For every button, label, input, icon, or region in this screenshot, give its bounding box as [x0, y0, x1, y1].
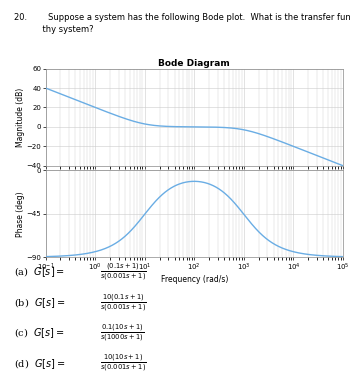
Text: $\frac{(0.1s+1)}{s(0.001s+1)}$: $\frac{(0.1s+1)}{s(0.001s+1)}$ [100, 262, 146, 283]
Text: (b)  $G[s]=$: (b) $G[s]=$ [14, 296, 65, 310]
Text: 20.        Suppose a system has the following Bode plot.  What is the transfer f: 20. Suppose a system has the following B… [14, 13, 350, 22]
Title: Bode Diagram: Bode Diagram [158, 59, 230, 68]
Text: $\frac{0.1(10s+1)}{s(1000s+1)}$: $\frac{0.1(10s+1)}{s(1000s+1)}$ [100, 323, 144, 344]
X-axis label: Frequency (rad/s): Frequency (rad/s) [161, 275, 228, 285]
Y-axis label: Magnitude (dB): Magnitude (dB) [16, 88, 25, 147]
Text: (d)  $G[s]=$: (d) $G[s]=$ [14, 357, 65, 371]
Y-axis label: Phase (deg): Phase (deg) [16, 191, 25, 237]
Text: $\frac{10(10s+1)}{s(0.001s+1)}$: $\frac{10(10s+1)}{s(0.001s+1)}$ [100, 353, 146, 375]
Text: thy system?: thy system? [32, 25, 93, 34]
Text: (a)  $G[s]=$: (a) $G[s]=$ [14, 266, 65, 279]
Text: (c)  $G[s]=$: (c) $G[s]=$ [14, 327, 64, 340]
Text: $\frac{10(0.1s+1)}{s(0.001s+1)}$: $\frac{10(0.1s+1)}{s(0.001s+1)}$ [100, 292, 146, 314]
